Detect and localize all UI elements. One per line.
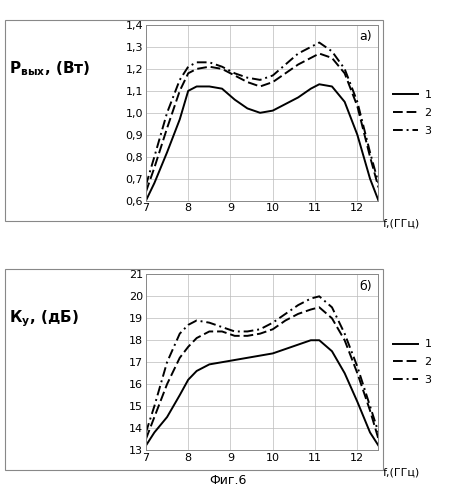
Text: f,(ГГц): f,(ГГц) — [382, 468, 420, 477]
Legend: 1, 2, 3: 1, 2, 3 — [393, 340, 430, 385]
Text: Фиг.6: Фиг.6 — [209, 474, 246, 488]
Text: Р$_{\mathbf{вых}}$, (Вт): Р$_{\mathbf{вых}}$, (Вт) — [9, 60, 90, 78]
Legend: 1, 2, 3: 1, 2, 3 — [393, 90, 430, 136]
Text: К$_{\mathbf{у}}$, (дБ): К$_{\mathbf{у}}$, (дБ) — [9, 308, 79, 328]
Text: б): б) — [358, 280, 371, 292]
Text: а): а) — [358, 30, 371, 44]
Text: f,(ГГц): f,(ГГц) — [382, 218, 420, 228]
